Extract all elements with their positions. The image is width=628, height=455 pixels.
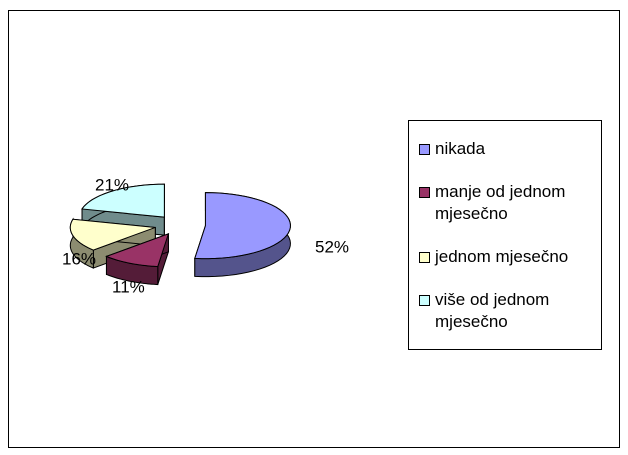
legend-label: jednom mjesečno	[435, 246, 569, 266]
legend: nikada manje od jednom mjesečno jednom mje…	[408, 120, 602, 350]
legend-item: više od jednom mjesečno	[409, 289, 601, 333]
data-label: 52%	[315, 237, 349, 256]
legend-label: nikada	[435, 138, 486, 158]
legend-item: nikada	[409, 138, 601, 160]
legend-swatch	[419, 143, 430, 155]
slice-top	[69, 218, 156, 251]
legend-item: jednom mjesečno	[409, 246, 601, 268]
pie-slice	[105, 232, 170, 286]
legend-swatch	[419, 251, 430, 263]
slice-top	[81, 183, 165, 218]
slice-top	[194, 192, 291, 260]
legend-label: više od jednom mjesečno	[435, 289, 550, 331]
legend-item: manje od jednom mjesečno	[409, 181, 601, 225]
data-label: 11%	[112, 277, 145, 296]
legend-swatch	[419, 186, 430, 198]
pie-slice	[194, 192, 291, 278]
pie-slice	[69, 217, 156, 269]
legend-label: manje od jednom mjesečno	[435, 181, 566, 223]
legend-swatch	[419, 294, 430, 306]
data-label: 21%	[95, 175, 129, 194]
slice-top	[105, 232, 170, 268]
data-label: 16%	[62, 249, 96, 268]
